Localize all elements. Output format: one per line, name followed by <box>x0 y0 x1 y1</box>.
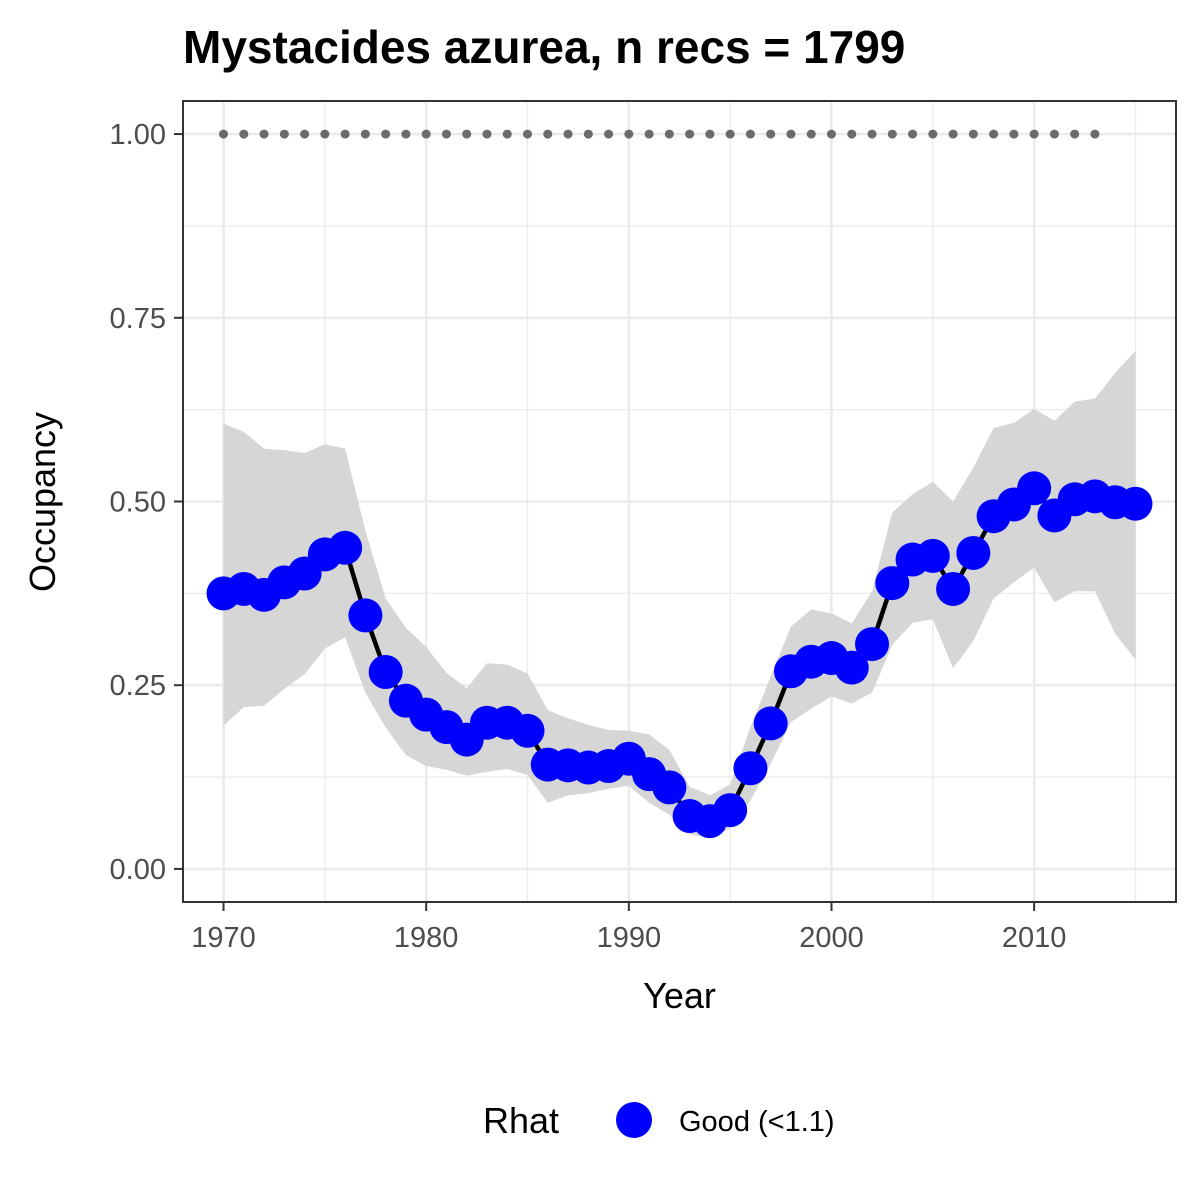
reference-dot <box>1009 129 1019 139</box>
reference-dot <box>482 129 492 139</box>
data-point <box>713 793 748 828</box>
reference-dot <box>543 129 553 139</box>
reference-dot <box>745 129 755 139</box>
reference-dot <box>644 129 654 139</box>
reference-dot <box>867 129 877 139</box>
legend-label-good: Good (<1.1) <box>679 1106 835 1138</box>
data-point <box>936 571 971 606</box>
y-axis-title: Occupancy <box>22 412 63 592</box>
reference-dot <box>320 129 330 139</box>
reference-dot <box>523 129 533 139</box>
trend-line <box>223 486 1136 824</box>
legend-key-good <box>616 1102 652 1138</box>
reference-dot <box>340 129 350 139</box>
reference-dot <box>259 129 269 139</box>
reference-dot <box>624 129 634 139</box>
reference-dot <box>1070 129 1080 139</box>
reference-dot <box>908 129 918 139</box>
reference-dot <box>806 129 816 139</box>
data-point <box>855 627 890 662</box>
reference-dot <box>300 129 310 139</box>
reference-dot <box>766 129 776 139</box>
reference-dot <box>462 129 472 139</box>
data-point <box>1118 486 1153 521</box>
legend-title: Rhat <box>483 1100 559 1141</box>
reference-dot <box>441 129 451 139</box>
reference-dot <box>219 129 229 139</box>
reference-dot <box>685 129 695 139</box>
data-point <box>348 598 383 633</box>
reference-dot <box>826 129 836 139</box>
x-tick-label: 2010 <box>1002 922 1067 954</box>
reference-dot <box>401 129 411 139</box>
legend: Rhat Good (<1.1) <box>483 1100 835 1141</box>
reference-dot <box>1090 129 1100 139</box>
data-point <box>1017 471 1052 506</box>
y-tick-label: 1.00 <box>110 119 166 151</box>
reference-dot <box>847 129 857 139</box>
reference-dot <box>989 129 999 139</box>
reference-dot <box>604 129 614 139</box>
y-tick-label: 0.75 <box>110 303 166 335</box>
reference-dot <box>583 129 593 139</box>
reference-dot <box>786 129 796 139</box>
reference-dot <box>239 129 249 139</box>
reference-dot <box>664 129 674 139</box>
reference-dot <box>725 129 735 139</box>
reference-dot <box>421 129 431 139</box>
data-point <box>328 530 363 565</box>
x-axis-title: Year <box>643 975 716 1016</box>
reference-dot <box>968 129 978 139</box>
chart-title: Mystacides azurea, n recs = 1799 <box>183 21 905 73</box>
trend-line-layer <box>223 486 1136 824</box>
data-point <box>733 751 768 786</box>
data-point <box>510 713 545 748</box>
reference-dot <box>563 129 573 139</box>
y-tick-label: 0.00 <box>110 854 166 886</box>
reference-dot <box>381 129 391 139</box>
reference-dot <box>928 129 938 139</box>
x-axis: 1970 1980 1990 2000 2010 <box>191 902 1066 954</box>
data-point <box>875 566 910 601</box>
reference-dot <box>887 129 897 139</box>
y-axis: 0.00 0.25 0.50 0.75 1.00 <box>110 119 183 886</box>
data-point <box>652 770 687 805</box>
reference-dot <box>948 129 958 139</box>
reference-dot <box>1029 129 1039 139</box>
data-point <box>753 706 788 741</box>
data-point <box>368 654 403 689</box>
y-tick-label: 0.25 <box>110 670 166 702</box>
x-tick-label: 2000 <box>799 922 864 954</box>
occupancy-points-layer <box>206 471 1153 839</box>
data-point <box>956 535 991 570</box>
data-point <box>834 650 869 685</box>
reference-dot <box>1049 129 1059 139</box>
x-tick-label: 1990 <box>597 922 662 954</box>
reference-dot <box>279 129 289 139</box>
reference-dot <box>502 129 512 139</box>
x-tick-label: 1980 <box>394 922 459 954</box>
reference-dots-layer <box>219 129 1100 139</box>
reference-dot <box>705 129 715 139</box>
reference-dot <box>360 129 370 139</box>
x-tick-label: 1970 <box>191 922 256 954</box>
y-tick-label: 0.50 <box>110 487 166 519</box>
data-point <box>915 538 950 573</box>
